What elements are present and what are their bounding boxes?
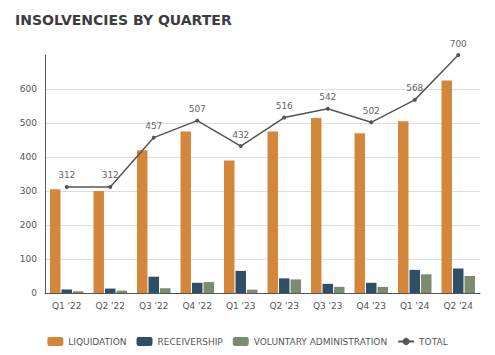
- svg-text:300: 300: [20, 186, 37, 196]
- svg-text:568: 568: [406, 83, 423, 93]
- svg-text:Q1 '24: Q1 '24: [400, 301, 430, 311]
- svg-text:200: 200: [20, 220, 37, 230]
- svg-text:516: 516: [276, 101, 293, 111]
- svg-text:312: 312: [102, 170, 119, 180]
- svg-text:Q1 '22: Q1 '22: [52, 301, 82, 311]
- svg-text:Q3 '22: Q3 '22: [139, 301, 169, 311]
- svg-text:312: 312: [58, 170, 75, 180]
- svg-text:432: 432: [232, 130, 249, 140]
- svg-text:507: 507: [189, 104, 206, 114]
- svg-text:Q4 '22: Q4 '22: [182, 301, 212, 311]
- svg-text:502: 502: [363, 106, 380, 116]
- svg-text:Q2 '24: Q2 '24: [443, 301, 473, 311]
- svg-text:TOTAL: TOTAL: [418, 337, 448, 347]
- svg-text:400: 400: [20, 152, 37, 162]
- svg-text:Q1 '23: Q1 '23: [226, 301, 256, 311]
- svg-text:RECEIVERSHIP: RECEIVERSHIP: [158, 337, 224, 347]
- svg-text:VOLUNTARY ADMINISTRATION: VOLUNTARY ADMINISTRATION: [254, 337, 387, 347]
- svg-text:INSOLVENCIES BY QUARTER: INSOLVENCIES BY QUARTER: [15, 12, 232, 28]
- svg-text:100: 100: [20, 254, 37, 264]
- svg-text:457: 457: [145, 121, 162, 131]
- svg-text:Q2 '22: Q2 '22: [95, 301, 125, 311]
- svg-text:700: 700: [450, 39, 467, 49]
- svg-text:LIQUIDATION: LIQUIDATION: [68, 337, 126, 347]
- svg-text:500: 500: [20, 118, 37, 128]
- svg-text:Q4 '23: Q4 '23: [356, 301, 386, 311]
- svg-text:600: 600: [20, 84, 37, 94]
- svg-text:Q2 '23: Q2 '23: [269, 301, 299, 311]
- svg-text:Q3 '23: Q3 '23: [313, 301, 343, 311]
- svg-text:542: 542: [319, 92, 336, 102]
- svg-text:0: 0: [31, 288, 37, 298]
